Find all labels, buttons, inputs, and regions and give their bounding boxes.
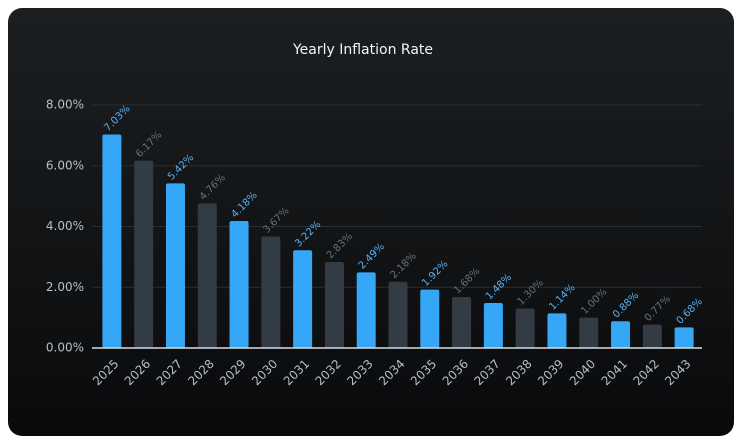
bar — [483, 303, 503, 348]
bar — [229, 221, 249, 348]
bar — [388, 281, 408, 348]
bar — [642, 324, 662, 348]
bar — [102, 134, 122, 348]
y-tick-label: 4.00% — [46, 219, 84, 233]
bar — [420, 289, 440, 348]
bar — [356, 272, 376, 348]
bar — [165, 183, 185, 348]
y-tick-label: 2.00% — [46, 280, 84, 294]
bar — [293, 250, 313, 348]
bar — [515, 308, 535, 348]
bar — [324, 262, 344, 348]
chart-title: Yearly Inflation Rate — [292, 42, 433, 58]
bar — [261, 236, 281, 348]
bar — [197, 203, 217, 348]
bar — [134, 160, 154, 348]
bar — [611, 321, 631, 348]
bar — [547, 313, 567, 348]
bar — [452, 296, 472, 348]
bar — [674, 327, 694, 348]
y-tick-label: 8.00% — [46, 98, 84, 112]
y-tick-label: 0.00% — [46, 341, 84, 355]
y-tick-label: 6.00% — [46, 158, 84, 172]
bar — [579, 317, 599, 348]
